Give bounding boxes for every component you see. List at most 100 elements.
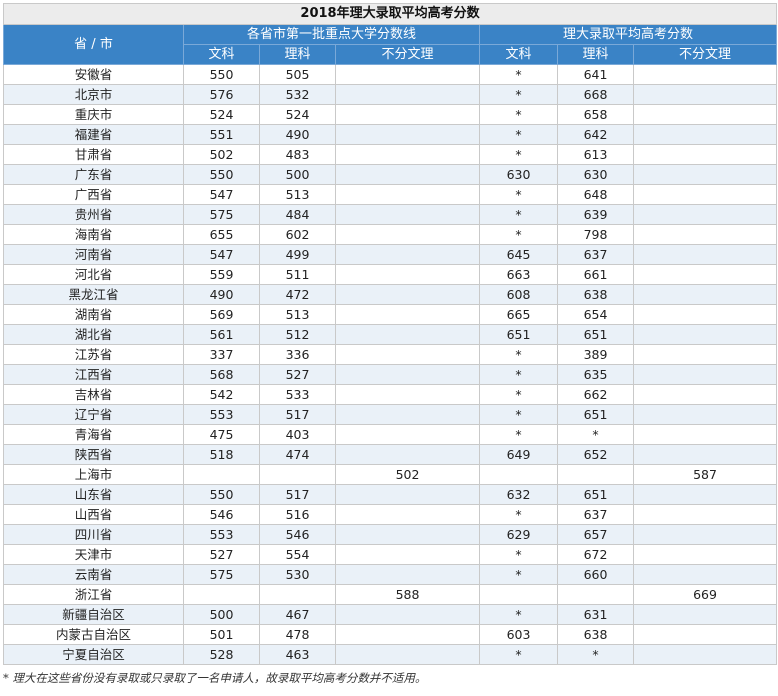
average-science-cell: 637: [557, 504, 634, 525]
average-combined-cell: [632, 124, 778, 145]
average-science-cell: 652: [557, 444, 634, 465]
average-arts-cell: [479, 464, 558, 485]
average-science-cell: 638: [557, 284, 634, 305]
cutoff-combined-cell: [335, 244, 480, 265]
cutoff-arts-cell: [183, 464, 260, 485]
cutoff-science-cell: [259, 464, 336, 485]
cutoff-arts-cell: 561: [183, 324, 260, 345]
average-science-cell: 639: [557, 204, 634, 225]
average-combined-cell: [632, 204, 778, 225]
average-arts-cell: *: [479, 144, 558, 165]
cutoff-science-cell: 533: [259, 384, 336, 405]
average-combined-cell: [632, 424, 778, 445]
cutoff-science-cell: 336: [259, 344, 336, 365]
average-combined-cell: [632, 144, 778, 165]
table-row: 湖北省 561 512 651 651: [3, 324, 778, 345]
average-arts-cell: *: [479, 604, 558, 625]
average-combined-cell: [632, 404, 778, 425]
province-cell: 贵州省: [3, 204, 184, 225]
average-combined-header: 不分文理: [632, 44, 778, 65]
province-cell: 内蒙古自治区: [3, 624, 184, 645]
cutoff-science-cell: 467: [259, 604, 336, 625]
table-row: 四川省 553 546 629 657: [3, 524, 778, 545]
average-arts-cell: 608: [479, 284, 558, 305]
cutoff-arts-cell: 547: [183, 244, 260, 265]
average-combined-cell: [632, 184, 778, 205]
average-arts-cell: *: [479, 104, 558, 125]
cutoff-combined-cell: [335, 404, 480, 425]
table-row: 安徽省 550 505 * 641: [3, 64, 778, 85]
cutoff-combined-cell: [335, 384, 480, 405]
average-science-cell: [557, 584, 634, 605]
average-science-cell: 668: [557, 84, 634, 105]
average-combined-cell: [632, 524, 778, 545]
cutoff-arts-cell: 490: [183, 284, 260, 305]
table-row: 河北省 559 511 663 661: [3, 264, 778, 285]
average-arts-cell: *: [479, 564, 558, 585]
average-science-cell: 648: [557, 184, 634, 205]
province-cell: 上海市: [3, 464, 184, 485]
province-cell: 宁夏自治区: [3, 644, 184, 665]
cutoff-science-cell: 602: [259, 224, 336, 245]
average-science-cell: 657: [557, 524, 634, 545]
average-arts-cell: *: [479, 184, 558, 205]
cutoff-arts-cell: 575: [183, 564, 260, 585]
average-arts-cell: 629: [479, 524, 558, 545]
cutoff-arts-cell: 575: [183, 204, 260, 225]
average-arts-cell: [479, 584, 558, 605]
table-row: 重庆市 524 524 * 658: [3, 104, 778, 125]
province-column-header: 省 / 市: [3, 24, 184, 65]
cutoff-science-cell: [259, 584, 336, 605]
average-science-cell: 642: [557, 124, 634, 145]
average-combined-cell: [632, 84, 778, 105]
average-combined-cell: [632, 384, 778, 405]
cutoff-combined-cell: [335, 424, 480, 445]
average-arts-cell: *: [479, 384, 558, 405]
province-cell: 云南省: [3, 564, 184, 585]
cutoff-combined-cell: 588: [335, 584, 480, 605]
cutoff-arts-cell: 546: [183, 504, 260, 525]
average-science-cell: 662: [557, 384, 634, 405]
cutoff-arts-cell: 518: [183, 444, 260, 465]
province-cell: 海南省: [3, 224, 184, 245]
cutoff-science-cell: 532: [259, 84, 336, 105]
cutoff-combined-cell: [335, 104, 480, 125]
cutoff-science-cell: 484: [259, 204, 336, 225]
cutoff-combined-cell: [335, 304, 480, 325]
average-arts-cell: 630: [479, 164, 558, 185]
table-row: 新疆自治区 500 467 * 631: [3, 604, 778, 625]
average-arts-cell: 603: [479, 624, 558, 645]
cutoff-combined-cell: 502: [335, 464, 480, 485]
average-science-cell: 654: [557, 304, 634, 325]
average-arts-cell: *: [479, 124, 558, 145]
average-combined-cell: [632, 324, 778, 345]
cutoff-arts-cell: 502: [183, 144, 260, 165]
table-row: 贵州省 575 484 * 639: [3, 204, 778, 225]
cutoff-combined-cell: [335, 444, 480, 465]
average-science-cell: 651: [557, 324, 634, 345]
cutoff-arts-cell: 553: [183, 404, 260, 425]
province-cell: 广东省: [3, 164, 184, 185]
province-cell: 江西省: [3, 364, 184, 385]
province-cell: 河南省: [3, 244, 184, 265]
table-row: 上海市 502 587: [3, 464, 778, 485]
average-arts-cell: 663: [479, 264, 558, 285]
cutoff-arts-cell: 550: [183, 64, 260, 85]
average-combined-cell: [632, 644, 778, 665]
province-cell: 安徽省: [3, 64, 184, 85]
cutoff-science-cell: 474: [259, 444, 336, 465]
average-science-cell: 651: [557, 484, 634, 505]
average-combined-cell: [632, 284, 778, 305]
average-arts-cell: 649: [479, 444, 558, 465]
table-row: 浙江省 588 669: [3, 584, 778, 605]
cutoff-combined-cell: [335, 224, 480, 245]
cutoff-combined-cell: [335, 144, 480, 165]
province-cell: 天津市: [3, 544, 184, 565]
average-arts-cell: *: [479, 504, 558, 525]
cutoff-science-cell: 500: [259, 164, 336, 185]
cutoff-arts-cell: 655: [183, 224, 260, 245]
average-arts-cell: *: [479, 364, 558, 385]
cutoff-arts-cell: 527: [183, 544, 260, 565]
table-row: 福建省 551 490 * 642: [3, 124, 778, 145]
table-row: 云南省 575 530 * 660: [3, 564, 778, 585]
